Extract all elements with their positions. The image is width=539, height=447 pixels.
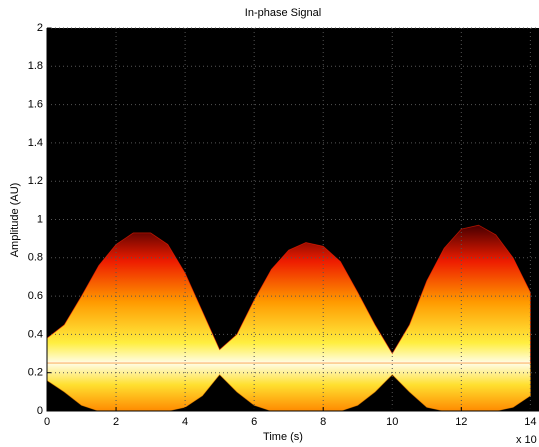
x-tick-label: 12	[455, 416, 467, 428]
x-axis-label: Time (s)	[263, 431, 303, 443]
y-tick-label: 1.2	[28, 175, 43, 187]
y-tick-label: 1.4	[28, 137, 43, 149]
envelope-area	[46, 224, 531, 364]
y-axis-label: Amplitude (AU)	[9, 183, 21, 258]
envelope-area	[46, 362, 531, 412]
x-tick-label: 8	[320, 416, 326, 428]
y-tick-label: 0.8	[28, 252, 43, 264]
x-tick-label: 10	[386, 416, 398, 428]
x-multiplier: x 10	[516, 434, 537, 446]
y-tick-label: 1.8	[28, 60, 43, 72]
y-tick-label: 0.2	[28, 367, 43, 379]
axis-frame	[46, 28, 539, 412]
y-tick-label: 1.6	[28, 99, 43, 111]
chart-title: In-phase Signal	[245, 7, 321, 19]
x-tick-label: 4	[182, 416, 188, 428]
x-tick-label: 14	[524, 416, 536, 428]
y-tick-label: 1	[37, 213, 43, 225]
x-tick-label: 6	[251, 416, 257, 428]
y-tick-label: 2	[37, 22, 43, 34]
x-tick-label: 2	[113, 416, 119, 428]
y-tick-label: 0.6	[28, 290, 43, 302]
y-tick-label: 0.4	[28, 328, 43, 340]
y-tick-label: 0	[37, 405, 43, 417]
x-tick-label: 0	[44, 416, 50, 428]
